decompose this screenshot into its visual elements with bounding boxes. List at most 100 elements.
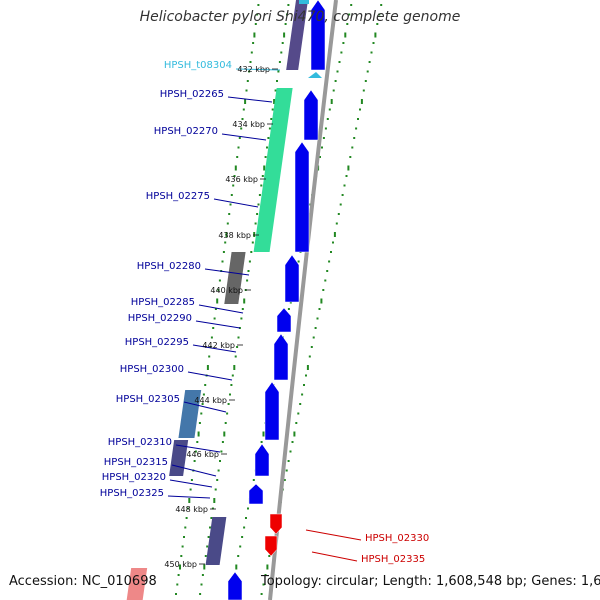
gc-dot: [263, 165, 266, 171]
tick-label: 448 kbp: [175, 505, 208, 514]
gene-label: HPSH_02320: [102, 472, 166, 483]
gc-dot: [231, 374, 234, 377]
gc-dot: [289, 450, 292, 453]
gc-dot: [366, 70, 369, 73]
gc-dot: [326, 270, 329, 272]
gc-dot: [193, 460, 196, 462]
cog-block: [169, 440, 189, 476]
gc-dot: [284, 23, 287, 25]
gene-label: HPSH_02270: [154, 126, 218, 137]
gc-dot: [251, 241, 254, 244]
map-title: Helicobacter pylori Shi470, complete gen…: [139, 9, 461, 25]
gc-dot: [322, 289, 325, 291]
gc-dot: [194, 450, 197, 453]
gc-dot: [278, 61, 281, 63]
gc-dot: [224, 422, 227, 424]
leader-line: [192, 344, 237, 353]
gc-dot: [232, 184, 235, 187]
gc-dot: [281, 42, 284, 44]
gc-dot: [212, 327, 215, 329]
feature-arrows: [227, 0, 326, 600]
gc-dot: [253, 232, 256, 237]
gc-dot: [305, 374, 307, 377]
gc-dot: [362, 89, 365, 92]
gc-dot: [218, 279, 221, 282]
gc-dot: [340, 51, 343, 54]
gc-dot: [214, 308, 217, 310]
gc-dot: [320, 298, 323, 304]
gc-dot: [234, 355, 237, 358]
leader-line: [187, 371, 233, 381]
gc-track-inner-left: [199, 4, 290, 595]
gc-dot: [241, 118, 244, 120]
topology-text: Topology: circular; Length: 1,608,548 bp…: [261, 574, 600, 589]
gc-dot: [199, 593, 202, 595]
gc-dot: [376, 23, 379, 25]
gene-label: HPSH_02275: [146, 191, 210, 202]
gc-dot: [203, 564, 206, 570]
gc-dot: [328, 260, 331, 263]
gc-dot: [339, 203, 342, 206]
coordinate-ticks: 432 kbp 434 kbp 436 kbp 438 kbp 440 kbp 442 k…: [164, 65, 278, 569]
gc-dot: [293, 431, 296, 437]
gc-dot: [342, 42, 345, 44]
gc-dot: [347, 165, 350, 171]
gc-dot: [202, 393, 205, 396]
leader-line: [227, 96, 273, 103]
forward-cds-arrow: [294, 141, 310, 253]
gc-dot: [283, 479, 286, 481]
label-leader-lines: [167, 68, 362, 562]
gc-dot: [341, 194, 344, 196]
gc-dot: [248, 70, 251, 73]
gc-dot: [264, 156, 267, 158]
gc-dot: [357, 118, 359, 120]
gc-dot: [235, 564, 238, 570]
leader-line: [235, 68, 281, 71]
leader-line: [213, 198, 259, 208]
gc-dot: [262, 583, 265, 586]
gc-dot: [216, 298, 219, 304]
gc-dot: [207, 536, 210, 538]
gc-dot: [267, 137, 270, 139]
gc-dot: [177, 574, 180, 576]
tick-label: 446 kbp: [186, 450, 219, 459]
gc-dot: [225, 232, 228, 237]
gc-dot: [237, 336, 240, 339]
gc-dot: [244, 99, 247, 104]
gc-dot: [200, 583, 203, 586]
leader-line: [311, 551, 358, 562]
gc-dot: [335, 222, 338, 225]
reverse-cds-arrow: [269, 513, 283, 535]
gc-dot: [252, 42, 255, 44]
gc-dot: [348, 13, 351, 16]
gc-dot: [241, 308, 244, 310]
gc-dot: [248, 260, 251, 263]
gene-label: HPSH_t08304: [164, 60, 232, 71]
gene-label: HPSH_02305: [116, 394, 180, 405]
gc-dot: [242, 108, 245, 111]
gc-dot: [312, 336, 315, 339]
gc-dot: [280, 51, 283, 54]
gene-labels: HPSH_t08304 HPSH_02265 HPSH_02270 HPSH_0227…: [100, 60, 429, 565]
rna-marker: [308, 72, 322, 78]
forward-cds-arrow: [264, 381, 280, 441]
gene-label: HPSH_02310: [108, 437, 172, 448]
gc-dot: [260, 441, 263, 443]
gc-dot: [214, 488, 217, 491]
gc-dot: [274, 89, 277, 92]
gc-dot: [332, 89, 335, 92]
gc-dot: [209, 346, 212, 348]
cog-block: [286, 0, 308, 70]
gc-dot: [287, 308, 290, 310]
tick-label: 434 kbp: [232, 120, 265, 129]
gc-dot: [228, 213, 231, 215]
cog-block: [205, 517, 227, 565]
gc-dot: [258, 194, 261, 196]
cog-block: [224, 252, 246, 304]
gc-dot: [286, 13, 288, 16]
gc-dot: [229, 393, 231, 396]
gc-dot: [254, 222, 257, 225]
gc-dot: [262, 431, 265, 437]
gc-dot: [221, 441, 224, 443]
gene-label: HPSH_02280: [137, 261, 201, 272]
